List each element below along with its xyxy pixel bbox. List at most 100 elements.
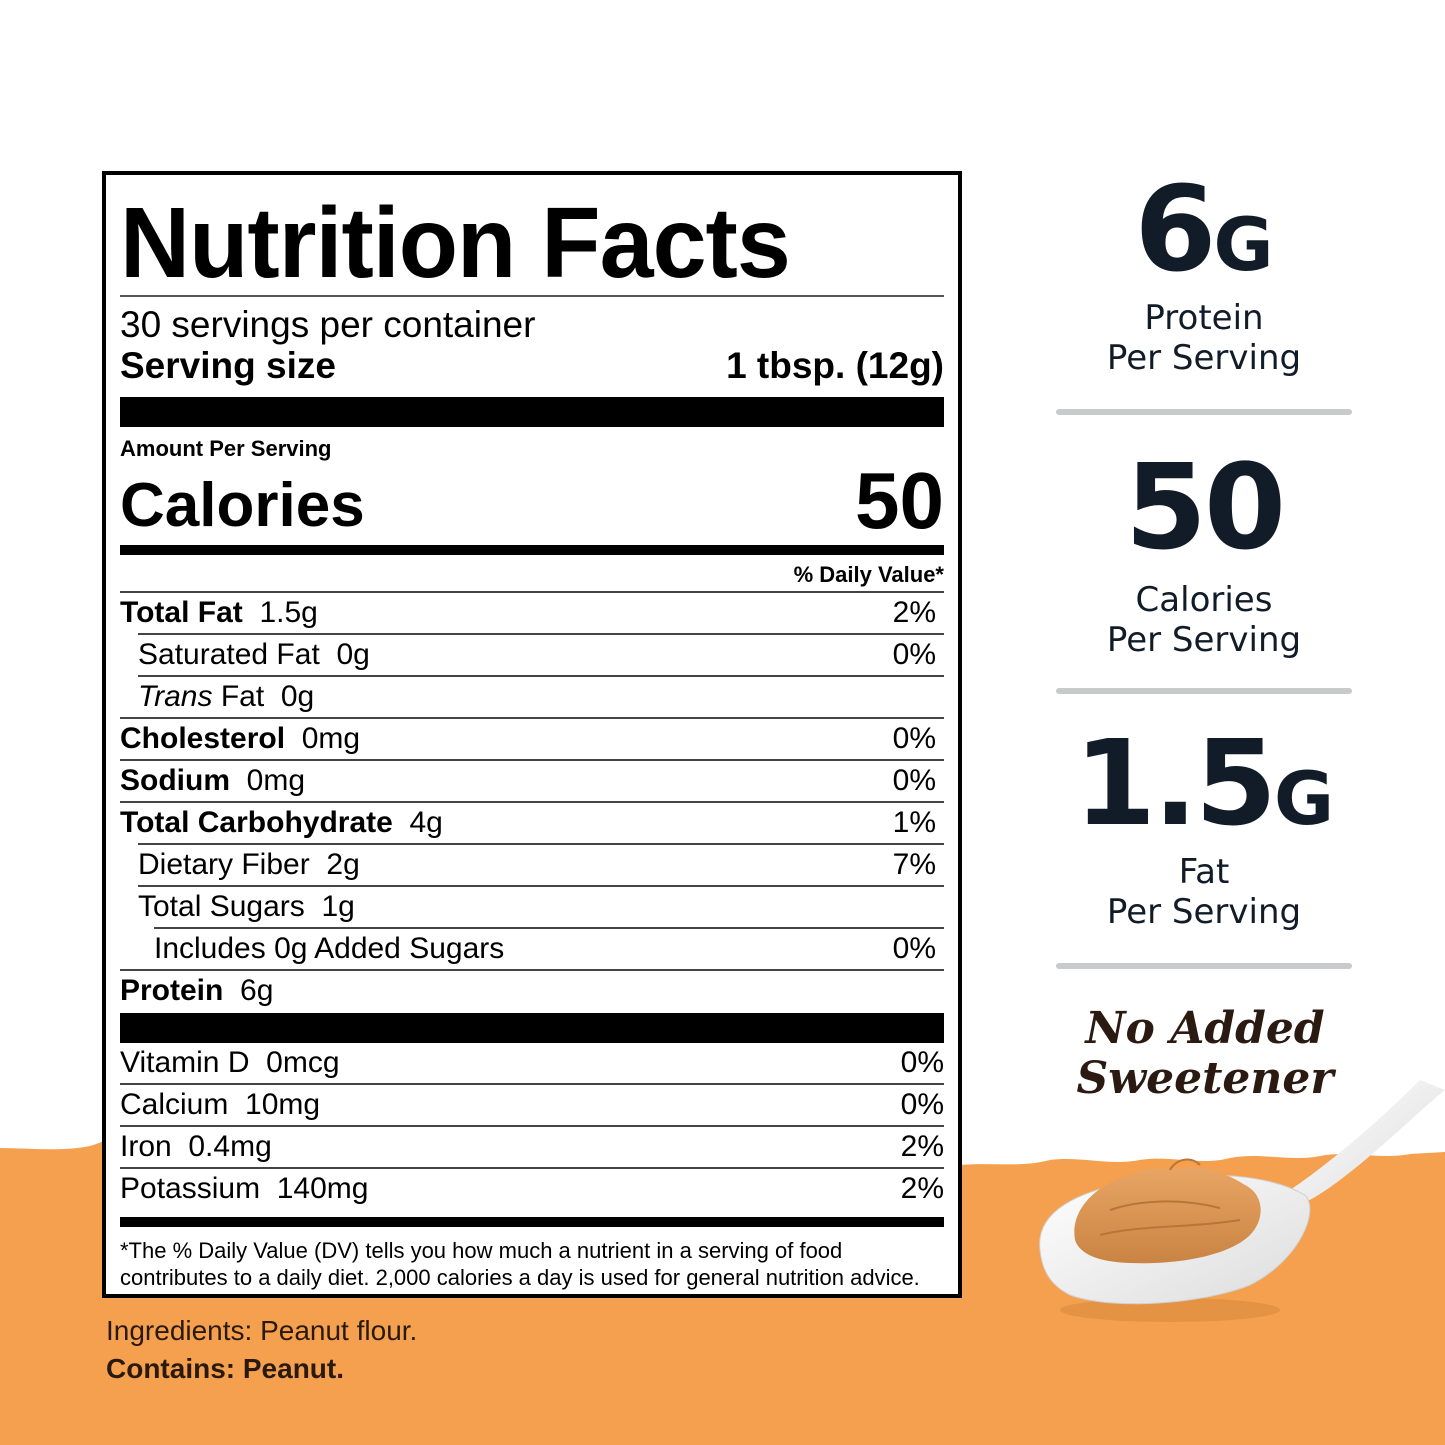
divider — [120, 717, 944, 719]
nutrient-row-cholesterol: Cholesterol 0mg 0% — [120, 719, 944, 759]
nutrient-dv: 0% — [892, 638, 936, 671]
serving-size-value: 1 tbsp. (12g) — [726, 345, 944, 386]
vitamin-dv: 0% — [900, 1046, 944, 1079]
serving-size-label: Serving size — [120, 345, 336, 386]
nutrient-row-total-fat: Total Fat 1.5g 2% — [120, 593, 944, 633]
nutrient-name: Fat — [220, 680, 265, 713]
vitamin-name: Potassium — [120, 1172, 261, 1205]
nutrient-name: Total Fat — [120, 596, 243, 629]
daily-value-header: % Daily Value* — [793, 562, 944, 587]
nutrient-name: Protein — [120, 974, 224, 1007]
nutrient-row-saturated-fat: Saturated Fat 0g 0% — [120, 635, 944, 675]
highlight-label-2: Per Serving — [1106, 338, 1302, 378]
divider — [120, 1083, 944, 1085]
nutrient-dv: 7% — [892, 848, 936, 881]
vitamin-name: Iron — [120, 1130, 172, 1163]
highlight-value: 1.5G — [1056, 724, 1352, 842]
ingredients-text: Ingredients: Peanut flour. — [106, 1315, 418, 1346]
tagline-line-1: No Added — [1085, 1003, 1325, 1054]
divider — [120, 295, 944, 297]
highlight-number: 50 — [1124, 438, 1286, 576]
nutrient-dv: 2% — [892, 596, 936, 629]
vitamin-name: Vitamin D — [120, 1046, 250, 1079]
tagline-line-2: Sweetener — [1076, 1053, 1334, 1104]
highlight-label-1: Fat — [1178, 852, 1230, 892]
daily-value-footnote: *The % Daily Value (DV) tells you how mu… — [120, 1237, 944, 1291]
peanut-butter-spoon-icon — [1039, 1080, 1445, 1322]
nutrition-facts-title: Nutrition Facts — [120, 187, 791, 299]
nutrient-row-total-sugars: Total Sugars 1g — [120, 887, 944, 927]
nutrient-row-added-sugars: Includes 0g Added Sugars 0% — [120, 929, 944, 969]
nutrient-name: Total Carbohydrate — [120, 806, 393, 839]
nutrient-amount: 6g — [240, 974, 274, 1007]
nutrient-amount: 0g — [336, 638, 370, 671]
no-added-sweetener-tagline: No Added Sweetener — [1060, 1004, 1350, 1104]
vitamin-row-potassium: Potassium 140mg 2% — [120, 1169, 944, 1209]
calories-row: Calories 50 — [120, 461, 944, 541]
divider — [138, 675, 944, 677]
thick-divider — [120, 397, 944, 427]
nutrient-amount: 0g — [280, 680, 315, 713]
vitamin-name: Calcium — [120, 1088, 229, 1121]
nutrient-name: Total Sugars — [138, 890, 305, 923]
nutrient-dv: 0% — [892, 722, 936, 755]
calories-value: 50 — [855, 456, 944, 545]
highlight-divider — [1056, 409, 1352, 415]
vitamin-amount: 140mg — [276, 1172, 369, 1205]
footnote-line-1: *The % Daily Value (DV) tells you how mu… — [120, 1238, 843, 1263]
divider — [120, 969, 944, 971]
calories-label: Calories — [120, 471, 365, 540]
highlight-fat: 1.5G Fat Per Serving — [1056, 724, 1352, 932]
nutrient-amount: 0mg — [301, 722, 361, 755]
highlight-label-1: Protein — [1144, 298, 1264, 338]
nutrient-row-sodium: Sodium 0mg 0% — [120, 761, 944, 801]
nutrient-row-dietary-fiber: Dietary Fiber 2g 7% — [120, 845, 944, 885]
divider — [138, 885, 944, 887]
divider — [120, 759, 944, 761]
nutrient-dv: 1% — [892, 806, 936, 839]
divider — [120, 1167, 944, 1169]
highlight-divider — [1056, 688, 1352, 694]
divider — [120, 591, 944, 593]
nutrient-name: Dietary Fiber — [138, 848, 310, 881]
vitamin-amount: 0mcg — [266, 1046, 340, 1079]
serving-size-row: Serving size 1 tbsp. (12g) — [120, 345, 944, 387]
vitamin-dv: 0% — [900, 1088, 944, 1121]
vitamin-row-calcium: Calcium 10mg 0% — [120, 1085, 944, 1125]
highlight-label-1: Calories — [1135, 580, 1273, 620]
nutrient-amount: 1.5g — [259, 596, 318, 629]
highlight-unit: G — [1213, 203, 1274, 288]
vitamin-amount: 0.4mg — [188, 1130, 272, 1163]
highlight-number: 6 — [1134, 160, 1216, 298]
nutrient-row-trans-fat: Trans Fat 0g — [120, 677, 944, 717]
vitamin-row-vitamin-d: Vitamin D 0mcg 0% — [120, 1043, 944, 1083]
nutrient-row-total-carbohydrate: Total Carbohydrate 4g 1% — [120, 803, 944, 843]
amount-per-serving-label: Amount Per Serving — [120, 436, 332, 461]
divider — [120, 1125, 944, 1127]
nutrient-amount: 2g — [326, 848, 360, 881]
vitamin-amount: 10mg — [245, 1088, 321, 1121]
bold-divider — [120, 1217, 944, 1227]
highlight-calories: 50 Calories Per Serving — [1056, 448, 1352, 660]
nutrient-dv: 0% — [892, 764, 936, 797]
highlight-value: 6G — [1056, 170, 1352, 288]
thick-divider — [120, 1013, 944, 1043]
nutrient-name: Cholesterol — [120, 722, 286, 755]
highlight-protein: 6G Protein Per Serving — [1056, 170, 1352, 378]
highlight-divider — [1056, 963, 1352, 969]
divider — [138, 843, 944, 845]
divider — [154, 927, 944, 929]
highlight-number: 1.5 — [1073, 714, 1277, 852]
nutrient-amount: 4g — [409, 806, 443, 839]
divider — [120, 801, 944, 803]
highlight-unit: G — [1274, 757, 1335, 842]
vitamin-dv: 2% — [900, 1172, 944, 1205]
vitamin-dv: 2% — [900, 1130, 944, 1163]
nutrient-dv: 0% — [892, 932, 936, 965]
highlight-label-2: Per Serving — [1106, 892, 1302, 932]
nutrient-row-protein: Protein 6g — [120, 971, 944, 1011]
nutrient-amount: 1g — [321, 890, 355, 923]
nutrient-name: Sodium — [120, 764, 230, 797]
nutrient-amount: 0mg — [246, 764, 306, 797]
nutrition-facts-panel: Nutrition Facts 30 servings per containe… — [102, 171, 962, 1298]
